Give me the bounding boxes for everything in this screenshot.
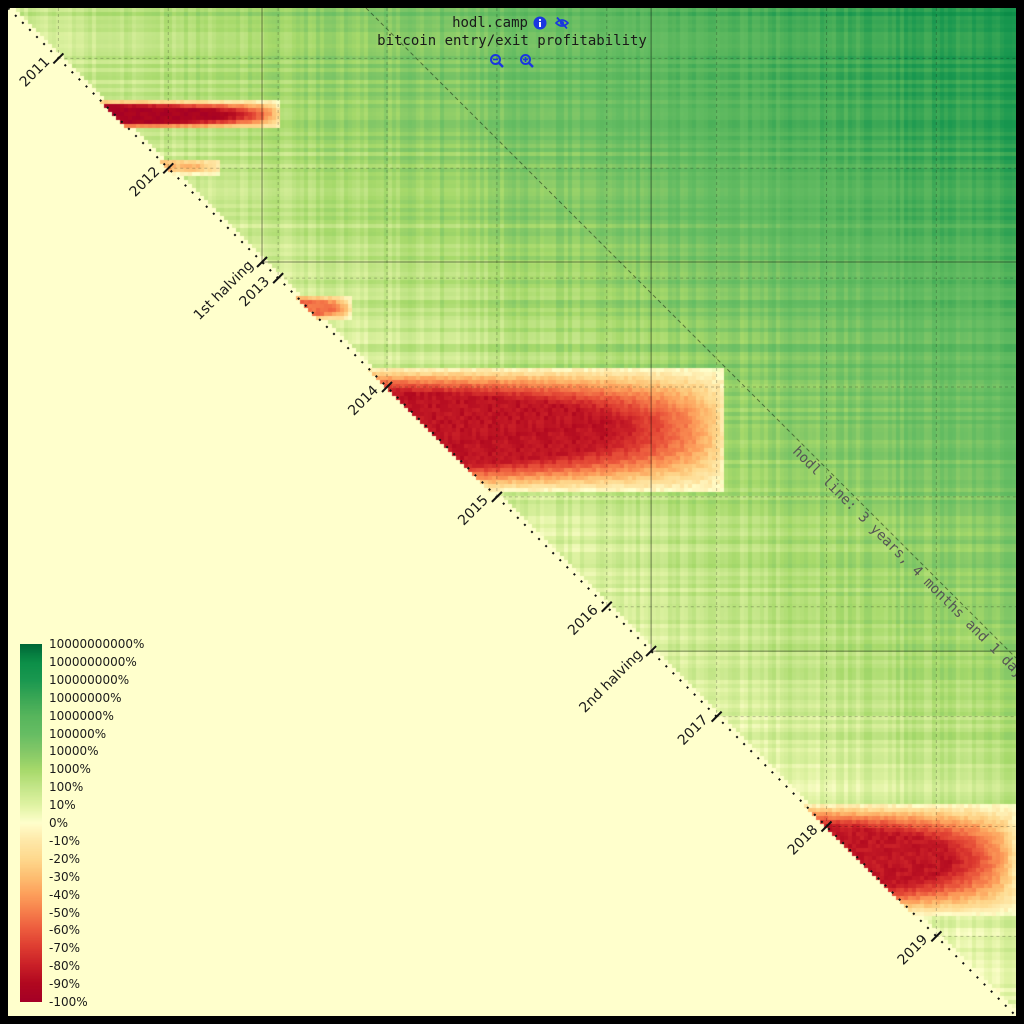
- info-icon[interactable]: [532, 15, 548, 31]
- year-2013-tick: [272, 272, 284, 284]
- year-2017-label: 2017: [675, 712, 712, 749]
- year-2016-tick: [601, 601, 613, 613]
- legend-label: 1000000000%: [49, 654, 137, 669]
- legend-label: 1000000%: [49, 708, 114, 723]
- legend-label: -80%: [49, 959, 81, 974]
- legend-label: 10000000000%: [49, 637, 145, 651]
- year-2014-label: 2014: [345, 382, 382, 419]
- legend-color-bar: [20, 644, 42, 1002]
- legend-label: 100000000%: [49, 672, 130, 687]
- legend-label: -90%: [49, 977, 81, 992]
- legend-label: 10%: [49, 798, 76, 813]
- chart-overlay: hodl line: 3 years, 4 months and 1 day 20…: [8, 8, 1016, 1016]
- legend-label: -30%: [49, 869, 81, 884]
- legend-label: 10000%: [49, 744, 99, 759]
- year-2017-tick: [710, 710, 723, 723]
- hodl-line-label: hodl line: 3 years, 4 months and 1 day: [789, 444, 1016, 682]
- legend-label: -60%: [49, 923, 81, 938]
- zoom-in-icon[interactable]: [519, 53, 535, 69]
- legend-label: 0%: [49, 816, 69, 830]
- year-2015-label: 2015: [455, 492, 492, 529]
- legend-label: -10%: [49, 833, 81, 848]
- year-2012-label: 2012: [127, 164, 164, 201]
- legend-label: 100000%: [49, 726, 107, 741]
- year-2018-tick: [820, 820, 833, 833]
- year-2012-tick: [162, 162, 174, 174]
- year-2019-tick: [930, 930, 943, 943]
- site-name: hodl.camp: [452, 15, 528, 31]
- halving-2-tick: [645, 645, 657, 657]
- zoom-controls: [0, 50, 1024, 69]
- zoom-out-icon[interactable]: [489, 53, 505, 69]
- year-2014-tick: [381, 381, 393, 393]
- legend-label: 100%: [49, 780, 84, 795]
- hide-icon[interactable]: [554, 15, 570, 31]
- legend-label: -40%: [49, 887, 81, 902]
- halving-2-label: 2nd halving: [576, 647, 646, 717]
- legend-label: 10000000%: [49, 690, 122, 705]
- hodl-line: [365, 8, 1016, 659]
- year-2015-tick: [491, 491, 503, 503]
- year-2018-label: 2018: [785, 822, 822, 859]
- year-2016-label: 2016: [565, 602, 602, 639]
- halving-1-tick: [256, 256, 268, 268]
- legend-label: -50%: [49, 905, 81, 920]
- legend-label: 1000%: [49, 762, 91, 777]
- heatmap-area[interactable]: hodl line: 3 years, 4 months and 1 day 20…: [8, 8, 1016, 1016]
- profitability-heatmap[interactable]: [8, 8, 1016, 1016]
- site-title: hodl.camp: [0, 15, 1024, 31]
- chart-subtitle: bitcoin entry/exit profitability: [377, 33, 647, 49]
- legend-label: -70%: [49, 941, 81, 956]
- year-2019-label: 2019: [895, 932, 932, 969]
- legend-label: -100%: [49, 995, 88, 1009]
- legend-label: -20%: [49, 851, 81, 866]
- year-2011-tick: [52, 52, 65, 65]
